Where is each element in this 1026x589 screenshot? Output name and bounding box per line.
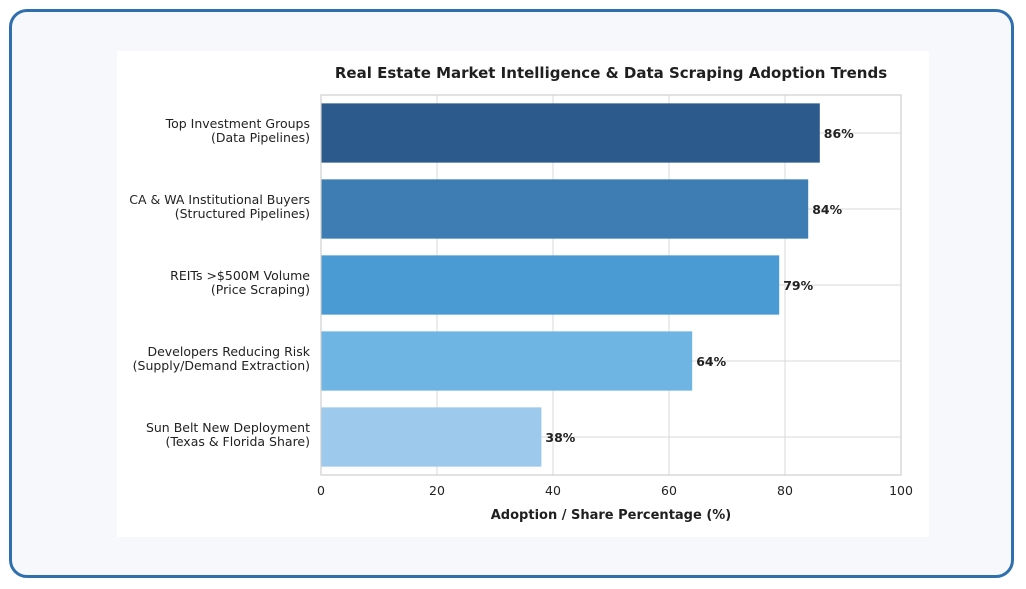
x-tick-label: 60 bbox=[661, 483, 677, 498]
bar bbox=[321, 179, 809, 239]
x-axis-label: Adoption / Share Percentage (%) bbox=[491, 508, 731, 523]
bar-value-label: 79% bbox=[783, 278, 813, 293]
category-label: Developers Reducing Risk bbox=[147, 344, 310, 359]
category-label: (Structured Pipelines) bbox=[175, 206, 310, 221]
category-label: (Data Pipelines) bbox=[211, 130, 310, 145]
category-label: (Supply/Demand Extraction) bbox=[133, 358, 310, 373]
category-label: CA & WA Institutional Buyers bbox=[129, 192, 310, 207]
value-labels: 86% 84% 79% 64% 38% bbox=[545, 126, 854, 445]
bar bbox=[321, 255, 780, 315]
bar-value-label: 64% bbox=[696, 354, 726, 369]
bar-value-label: 86% bbox=[824, 126, 854, 141]
x-tick-label: 80 bbox=[777, 483, 793, 498]
bar-value-label: 84% bbox=[812, 202, 842, 217]
category-label: (Price Scraping) bbox=[211, 282, 310, 297]
bar-value-label: 38% bbox=[545, 430, 575, 445]
chart-title: Real Estate Market Intelligence & Data S… bbox=[335, 64, 887, 82]
x-tick-labels: 0 20 40 60 80 100 bbox=[317, 483, 913, 498]
category-label: Sun Belt New Deployment bbox=[146, 420, 310, 435]
x-tick-label: 20 bbox=[429, 483, 445, 498]
bar bbox=[321, 103, 820, 163]
x-tick-label: 100 bbox=[889, 483, 913, 498]
bars bbox=[321, 103, 820, 467]
category-label: (Texas & Florida Share) bbox=[165, 434, 310, 449]
plot-border bbox=[320, 94, 902, 476]
x-tick-label: 0 bbox=[317, 483, 325, 498]
x-tick-label: 40 bbox=[545, 483, 561, 498]
category-labels: Top Investment Groups(Data Pipelines) CA … bbox=[129, 116, 311, 449]
bar bbox=[321, 407, 542, 467]
category-label: Top Investment Groups bbox=[165, 116, 310, 131]
bar bbox=[321, 331, 693, 391]
category-label: REITs >$500M Volume bbox=[170, 268, 310, 283]
